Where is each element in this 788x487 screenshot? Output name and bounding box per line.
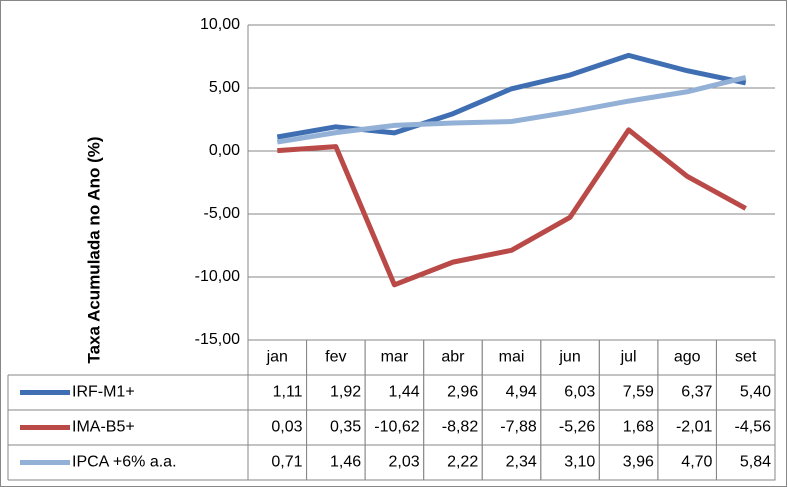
table-value: 1,46 [330, 454, 361, 471]
x-tick-label: mai [499, 349, 525, 366]
legend-label: IMA-B5+ [72, 419, 135, 436]
table-value: 2,96 [447, 384, 478, 401]
x-tick-label: abr [441, 349, 465, 366]
y-tick-label: -15,00 [195, 331, 240, 348]
series-line [277, 127, 747, 288]
table-value: 7,59 [623, 384, 654, 401]
y-axis-title: Taxa Acumulada no Ano (%) [84, 136, 103, 363]
table-value: 0,71 [271, 454, 302, 471]
table-value: 1,44 [389, 384, 420, 401]
series-line [276, 74, 747, 145]
table-value: 1,92 [330, 384, 361, 401]
table-value: 4,94 [506, 384, 537, 401]
table-value: -2,01 [676, 419, 713, 436]
y-tick-label: -10,00 [195, 268, 240, 285]
x-tick-label: jul [620, 349, 637, 366]
x-tick-label: set [735, 349, 757, 366]
table-value: 2,22 [447, 454, 478, 471]
x-tick-label: ago [674, 349, 701, 366]
table-value: 6,03 [564, 384, 595, 401]
legend-label: IPCA +6% a.a. [72, 454, 177, 471]
table-value: 5,84 [740, 454, 771, 471]
table-value: -4,56 [735, 419, 772, 436]
table-value: 1,11 [273, 384, 303, 401]
x-tick-label: fev [325, 349, 346, 366]
table-value: 2,34 [506, 454, 537, 471]
table-value: 4,70 [681, 454, 712, 471]
legend-label: IRF-M1+ [72, 384, 135, 401]
table-value: -5,26 [559, 419, 596, 436]
y-tick-label: 5,00 [209, 79, 240, 96]
table-value: 1,68 [623, 419, 654, 436]
table-value: 0,35 [330, 419, 361, 436]
table-value: -8,82 [442, 419, 479, 436]
lines [276, 52, 747, 288]
x-tick-label: jan [266, 349, 288, 366]
x-tick-label: jun [558, 349, 580, 366]
table-value: 5,40 [740, 384, 771, 401]
y-tick-label: -5,00 [204, 205, 241, 222]
table-value: 3,96 [623, 454, 654, 471]
table-value: 3,10 [564, 454, 595, 471]
table-value: 2,03 [389, 454, 420, 471]
table-value: 6,37 [681, 384, 712, 401]
x-tick-label: mar [381, 349, 409, 366]
y-tick-label: 0,00 [209, 142, 240, 159]
table-value: -7,88 [500, 419, 537, 436]
table-value: 0,03 [271, 419, 302, 436]
table-value: -10,62 [374, 419, 419, 436]
data-table: jan fev mar abr mai jun jul ago set IRF-M1+ 1,11 1,… [7, 339, 776, 481]
y-tick-label: 10,00 [200, 16, 240, 33]
